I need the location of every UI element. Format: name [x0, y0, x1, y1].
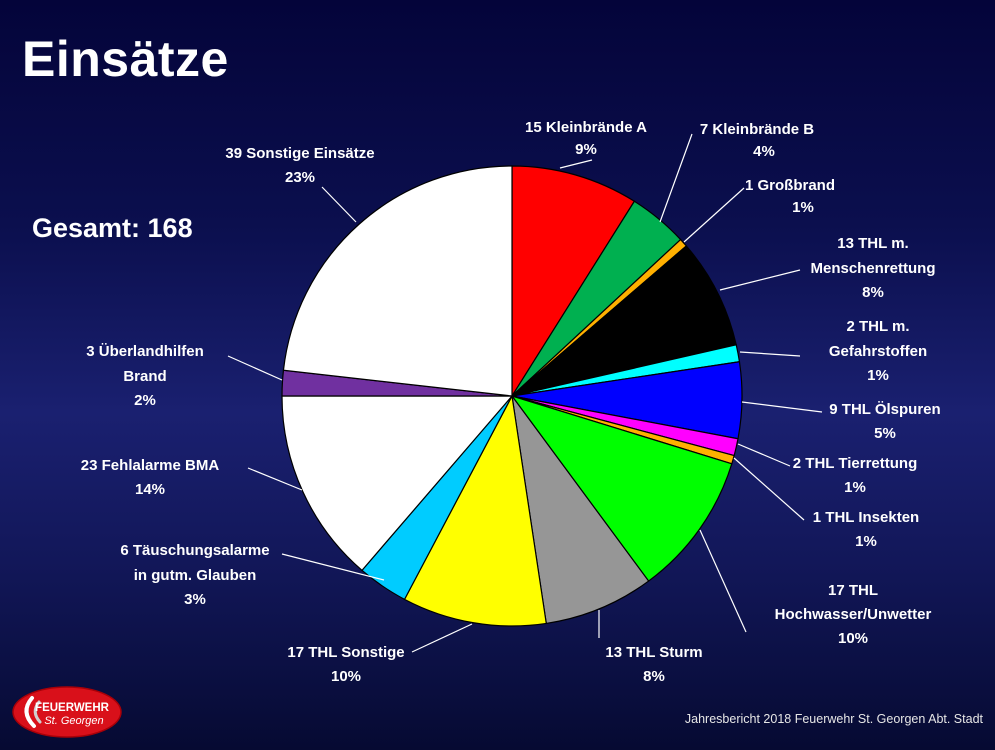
slice-label-11-line0: 6 Täuschungsalarme	[120, 542, 269, 559]
pie-slice-8	[510, 394, 733, 582]
slide-title: Einsätze	[22, 31, 229, 87]
leader-line-7	[733, 457, 805, 521]
leader-line-2	[683, 187, 745, 243]
slice-percent-5: 5%	[874, 425, 896, 442]
slice-percent-2: 1%	[792, 199, 814, 216]
slice-label-1: 7 Kleinbrände B	[700, 121, 814, 138]
leader-line-5	[741, 401, 823, 413]
slice-label-2: 1 Großbrand	[745, 177, 835, 194]
slice-label-9: 13 THL Sturm	[605, 644, 702, 661]
slice-label-11-line1: in gutm. Glauben	[134, 567, 257, 584]
leader-line-4	[739, 351, 801, 357]
total-count: Gesamt: 168	[32, 213, 193, 243]
pie-slice-14	[282, 165, 513, 397]
leader-line-10	[411, 623, 473, 653]
slice-percent-9: 8%	[643, 668, 665, 685]
leader-line-12	[247, 467, 303, 491]
logo-line2: St. Georgen	[44, 715, 103, 727]
slice-label-0: 15 Kleinbrände A	[525, 119, 647, 136]
slice-label-5: 9 THL Ölspuren	[829, 401, 940, 418]
pie-slice-12	[281, 395, 514, 572]
slice-percent-8: 10%	[838, 630, 868, 647]
slice-label-10: 17 THL Sonstige	[287, 644, 404, 661]
logo-badge-shape	[12, 686, 122, 738]
leader-line-1	[659, 133, 693, 223]
logo-swoosh-inner-shape	[33, 700, 42, 724]
slice-label-14: 39 Sonstige Einsätze	[225, 145, 374, 162]
leader-line-0	[559, 159, 593, 169]
slice-percent-10: 10%	[331, 668, 361, 685]
slice-percent-1: 4%	[753, 143, 775, 160]
slice-label-7: 1 THL Insekten	[813, 509, 919, 526]
slice-label-8-line1: Hochwasser/Unwetter	[775, 606, 932, 623]
slice-percent-3: 8%	[862, 284, 884, 301]
slice-percent-0: 9%	[575, 141, 597, 158]
footer-text: Jahresbericht 2018 Feuerwehr St. Georgen…	[684, 712, 983, 726]
slice-label-12: 23 Fehlalarme BMA	[81, 457, 220, 474]
slice-percent-7: 1%	[855, 533, 877, 550]
slice-percent-4: 1%	[867, 367, 889, 384]
logo-swoosh-shape	[24, 696, 36, 728]
feuerwehr-logo: FEUERWEHR St. Georgen	[12, 686, 122, 738]
slice-percent-11: 3%	[184, 591, 206, 608]
slice-percent-6: 1%	[844, 479, 866, 496]
slice-label-4-line1: Gefahrstoffen	[829, 343, 927, 360]
logo-line1: FEUERWEHR	[35, 702, 110, 714]
pie-slice-10	[403, 394, 547, 627]
leader-line-6	[737, 443, 791, 467]
slice-label-8-line0: 17 THL	[828, 582, 878, 599]
slice-percent-13: 2%	[134, 392, 156, 409]
slice-percent-12: 14%	[135, 481, 165, 498]
slice-label-13-line0: 3 Überlandhilfen	[86, 343, 204, 360]
slice-label-3-line1: Menschenrettung	[810, 260, 935, 277]
leader-line-8	[699, 529, 747, 633]
slice-label-13-line1: Brand	[123, 368, 166, 385]
pie-slice-9	[511, 395, 650, 625]
leader-line-11	[281, 553, 385, 581]
slice-percent-14: 23%	[285, 169, 315, 186]
slice-label-6: 2 THL Tierrettung	[793, 455, 917, 472]
leader-line-3	[719, 269, 801, 291]
leader-line-14	[321, 186, 357, 223]
pie-slice-3	[511, 245, 737, 397]
leader-line-13	[227, 355, 283, 381]
slice-label-4-line0: 2 THL m.	[846, 318, 909, 335]
pie-slice-0	[511, 165, 636, 399]
slice-label-3-line0: 13 THL m.	[837, 235, 908, 252]
